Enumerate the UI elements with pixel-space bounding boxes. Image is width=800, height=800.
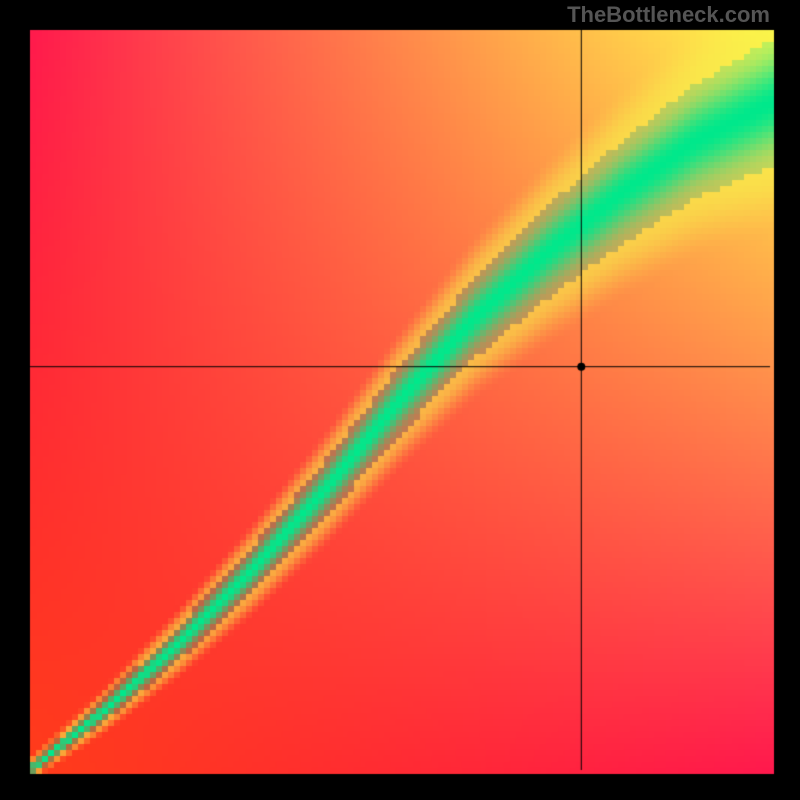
chart-container: TheBottleneck.com (0, 0, 800, 800)
watermark-text: TheBottleneck.com (567, 2, 770, 28)
heatmap-canvas (0, 0, 800, 800)
